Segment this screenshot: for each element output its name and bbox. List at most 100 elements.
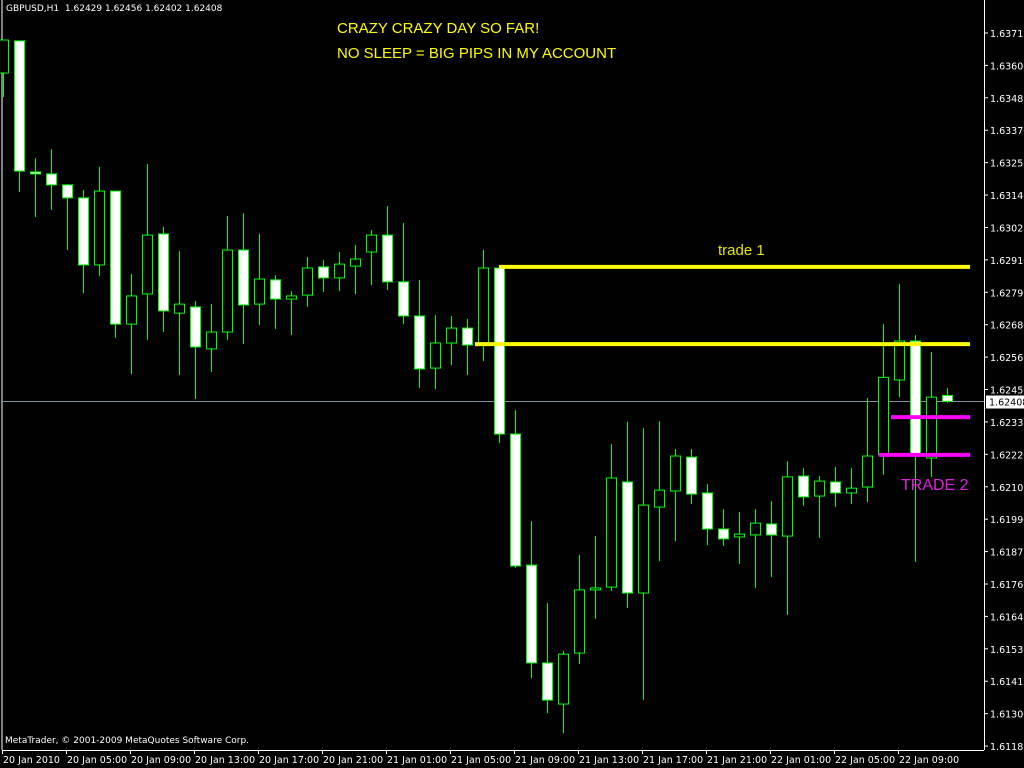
bull-candle-body bbox=[734, 533, 745, 538]
bull-candle-body bbox=[286, 295, 297, 300]
candle bbox=[878, 324, 889, 475]
price-tick-label: 1.62335 bbox=[990, 418, 1024, 429]
annotation-text-1: CRAZY CRAZY DAY SO FAR! bbox=[337, 20, 540, 37]
bear-candle-body bbox=[190, 306, 201, 348]
candle bbox=[222, 215, 233, 340]
time-tick-label: 20 Jan 13:00 bbox=[195, 755, 255, 766]
candle bbox=[926, 352, 937, 477]
candle bbox=[590, 536, 601, 619]
time-tick-label: 21 Jan 21:00 bbox=[707, 755, 767, 766]
bear-candle-body bbox=[30, 171, 41, 175]
symbol-timeframe: GBPUSD,H1 bbox=[6, 4, 60, 14]
bear-candle-body bbox=[158, 233, 169, 312]
candle bbox=[414, 279, 425, 389]
price-tick-label: 1.61990 bbox=[990, 515, 1024, 526]
bull-candle-body bbox=[478, 267, 489, 346]
time-tick-label: 21 Jan 17:00 bbox=[643, 755, 703, 766]
bull-candle-body bbox=[430, 342, 441, 369]
candle bbox=[862, 397, 873, 502]
bull-candle-body bbox=[670, 455, 681, 492]
candle bbox=[798, 468, 809, 506]
bear-candle-body bbox=[238, 249, 249, 306]
chart-header: GBPUSD,H1 1.62429 1.62456 1.62402 1.6240… bbox=[6, 4, 222, 14]
bull-candle-body bbox=[254, 278, 265, 305]
time-tick-label: 20 Jan 09:00 bbox=[131, 755, 191, 766]
bear-candle-body bbox=[910, 340, 921, 456]
time-tick-label: 22 Jan 01:00 bbox=[771, 755, 831, 766]
candle bbox=[254, 233, 265, 325]
price-tick-label: 1.61300 bbox=[990, 710, 1024, 721]
price-tick-label: 1.62795 bbox=[990, 288, 1024, 299]
bear-candle-body bbox=[62, 184, 73, 199]
candle bbox=[350, 244, 361, 294]
price-tick-label: 1.63370 bbox=[990, 126, 1024, 137]
candle bbox=[142, 164, 153, 340]
candle bbox=[558, 651, 569, 734]
candle bbox=[366, 229, 377, 285]
bid-price-box bbox=[986, 395, 1024, 409]
candle bbox=[46, 149, 57, 210]
candle bbox=[702, 483, 713, 546]
bull-candle-body bbox=[126, 295, 137, 325]
price-tick-label: 1.62105 bbox=[990, 483, 1024, 494]
bull-candle-body bbox=[590, 587, 601, 591]
bull-candle-body bbox=[366, 234, 377, 253]
candle bbox=[638, 428, 649, 701]
bull-candle-body bbox=[0, 39, 9, 74]
price-tick-label: 1.63485 bbox=[990, 94, 1024, 105]
bear-candle-body bbox=[686, 456, 697, 495]
time-tick-label: 21 Jan 09:00 bbox=[515, 755, 575, 766]
candle bbox=[910, 335, 921, 563]
price-tick-label: 1.61185 bbox=[990, 742, 1024, 753]
bid-price-label: 1.62408 bbox=[989, 398, 1024, 409]
candle bbox=[398, 222, 409, 325]
bear-candle-body bbox=[414, 315, 425, 370]
bull-candle-body bbox=[574, 589, 585, 654]
candle bbox=[894, 284, 905, 398]
candle bbox=[30, 158, 41, 218]
candle bbox=[238, 213, 249, 345]
trade-2-label: TRADE 2 bbox=[901, 477, 969, 494]
candle bbox=[206, 304, 217, 373]
bull-candle-body bbox=[926, 396, 937, 459]
time-tick-label: 21 Jan 01:00 bbox=[387, 755, 447, 766]
bull-candle-body bbox=[174, 303, 185, 314]
candle bbox=[302, 257, 313, 307]
candle bbox=[286, 291, 297, 336]
annotation-text-2: NO SLEEP = BIG PIPS IN MY ACCOUNT bbox=[337, 45, 617, 62]
time-tick-label: 20 Jan 05:00 bbox=[67, 755, 127, 766]
bear-candle-body bbox=[942, 394, 953, 402]
candle bbox=[446, 315, 457, 365]
bull-candle-body bbox=[206, 331, 217, 350]
candle bbox=[494, 267, 505, 444]
candle bbox=[734, 512, 745, 564]
time-tick-label: 20 Jan 21:00 bbox=[323, 755, 383, 766]
price-tick-label: 1.62450 bbox=[990, 386, 1024, 397]
price-tick-label: 1.63600 bbox=[990, 61, 1024, 72]
bear-candle-body bbox=[494, 267, 505, 435]
price-tick-label: 1.63140 bbox=[990, 191, 1024, 202]
price-tick-label: 1.62565 bbox=[990, 353, 1024, 364]
candle bbox=[158, 226, 169, 333]
candle bbox=[78, 189, 89, 294]
price-tick-label: 1.62220 bbox=[990, 450, 1024, 461]
candle bbox=[654, 421, 665, 562]
candle bbox=[174, 251, 185, 376]
bull-candle-body bbox=[302, 267, 313, 296]
candle bbox=[14, 40, 25, 192]
bear-candle-body bbox=[110, 190, 121, 325]
bull-candle-body bbox=[142, 234, 153, 295]
bull-candle-body bbox=[334, 263, 345, 279]
ohlc-quote: 1.62429 1.62456 1.62402 1.62408 bbox=[64, 4, 223, 14]
candle bbox=[814, 476, 825, 539]
bull-candle-body bbox=[638, 504, 649, 594]
candle bbox=[382, 206, 393, 291]
time-tick-label: 20 Jan 17:00 bbox=[259, 755, 319, 766]
price-tick-label: 1.62910 bbox=[990, 256, 1024, 267]
copyright-text: MetaTrader, © 2001-2009 MetaQuotes Softw… bbox=[5, 736, 250, 746]
bull-candle-body bbox=[878, 376, 889, 456]
bear-candle-body bbox=[766, 523, 777, 536]
bear-candle-body bbox=[46, 173, 57, 186]
bull-candle-body bbox=[750, 522, 761, 536]
